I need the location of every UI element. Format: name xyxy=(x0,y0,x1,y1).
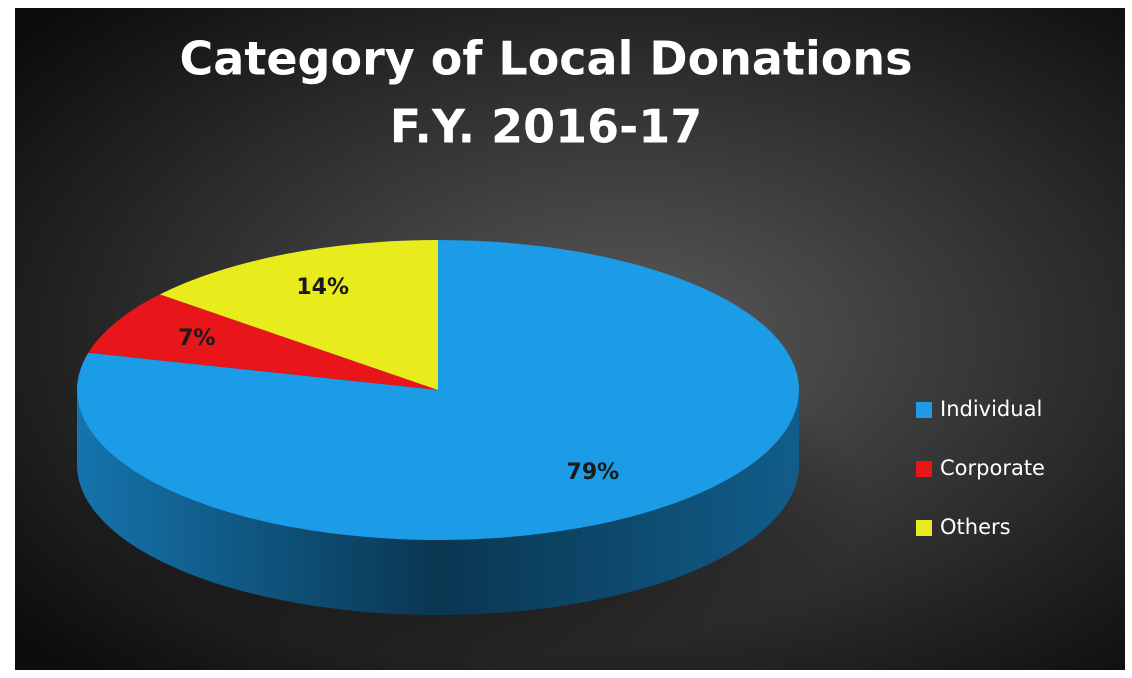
slice-side xyxy=(77,390,799,615)
value-label: 14% xyxy=(296,275,349,300)
chart-subtitle: F.Y. 2016-17 xyxy=(390,100,702,154)
legend-label: Individual xyxy=(940,397,1042,421)
legend-swatch xyxy=(916,520,932,536)
legend-swatch xyxy=(916,402,932,418)
value-label: 7% xyxy=(178,326,215,351)
slice xyxy=(76,240,799,540)
legend-label: Others xyxy=(940,515,1011,539)
legend-swatch xyxy=(916,461,932,477)
value-label: 79% xyxy=(567,460,620,485)
slice xyxy=(159,240,438,390)
legend-label: Corporate xyxy=(940,456,1045,480)
slice xyxy=(88,294,438,390)
chart-title: Category of Local Donations xyxy=(180,32,913,86)
